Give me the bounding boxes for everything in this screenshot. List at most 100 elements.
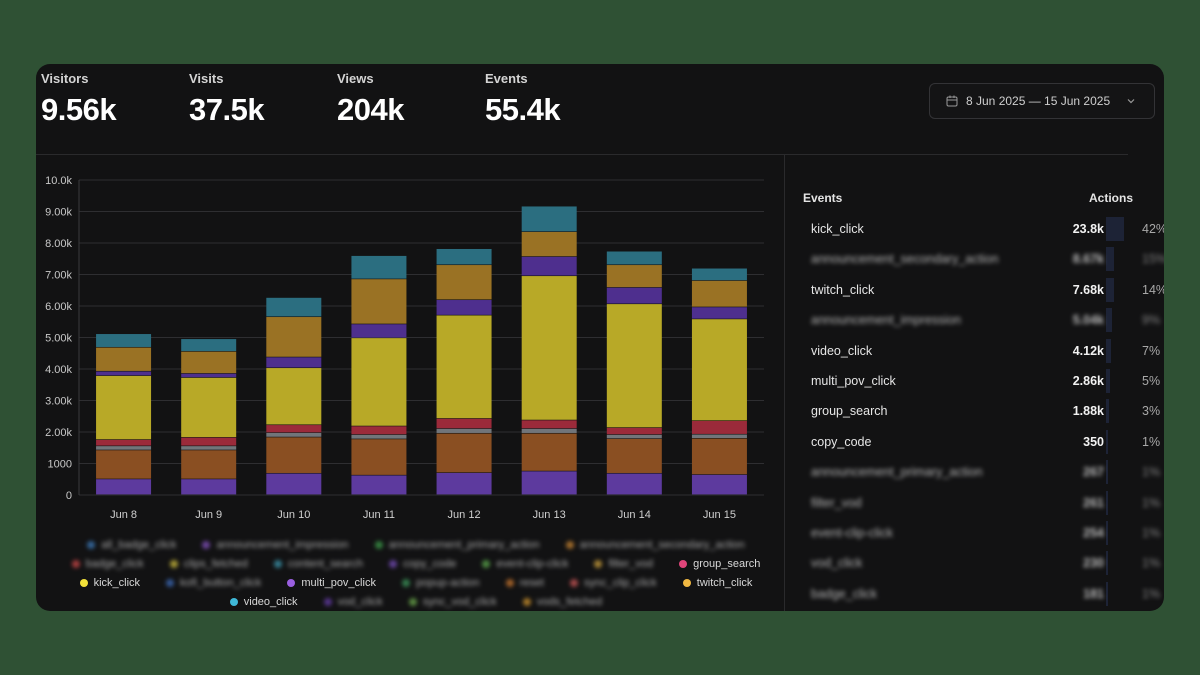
bar-segment-other[interactable] (351, 434, 407, 439)
event-row[interactable]: copy_code 350 1% (802, 427, 1164, 457)
event-row[interactable]: multi_pov_click 2.86k 5% (802, 366, 1164, 396)
bar-segment-reset[interactable] (606, 438, 662, 473)
legend-item[interactable]: filter_vod (588, 555, 659, 572)
bar-segment-kick_click[interactable] (351, 338, 407, 426)
legend-item[interactable]: twitch_click (677, 574, 759, 591)
bar-segment-twitch_click[interactable] (266, 317, 322, 357)
bar-segment-reset[interactable] (351, 439, 407, 475)
bar-segment-vod_click[interactable] (436, 300, 492, 315)
legend-item[interactable]: multi_pov_click (281, 574, 382, 591)
legend-item[interactable]: announcement_secondary_action (560, 536, 751, 553)
event-row[interactable]: twitch_click 7.68k 14% (802, 275, 1164, 305)
event-row[interactable]: video_click 4.12k 7% (802, 336, 1164, 366)
event-row[interactable]: kick_click 23.8k 42% (802, 214, 1164, 244)
bar-segment-other[interactable] (691, 434, 747, 439)
bar-segment-other[interactable] (521, 428, 577, 433)
bar-segment-group_search[interactable] (521, 420, 577, 429)
bar-segment-kick_click[interactable] (181, 377, 237, 438)
stat-visitors[interactable]: Visitors 9.56k (41, 71, 117, 128)
event-row[interactable]: announcement_impression 5.04k 9% (802, 305, 1164, 335)
legend-item[interactable]: badge_click (66, 555, 150, 572)
legend-item[interactable]: vods_fetched (517, 593, 608, 610)
bar-segment-group_search[interactable] (691, 420, 747, 434)
event-row[interactable]: vod_click 230 1% (802, 548, 1164, 578)
bar-segment-other[interactable] (266, 432, 322, 437)
bar-segment-video_click[interactable] (181, 339, 237, 352)
bar-segment-group_search[interactable] (96, 439, 152, 446)
bar-segment-reset[interactable] (266, 437, 322, 473)
bar-segment-video_click[interactable] (436, 248, 492, 265)
bar-segment-other[interactable] (96, 446, 152, 450)
stat-views[interactable]: Views 204k (337, 71, 404, 128)
legend-item[interactable]: copy_code (383, 555, 462, 572)
bar-segment-vod_click[interactable] (351, 324, 407, 338)
bar-segment-reset[interactable] (436, 433, 492, 473)
bar-segment-multi_pov_click[interactable] (266, 473, 322, 495)
bar-segment-vod_click[interactable] (691, 307, 747, 319)
event-row[interactable]: group_search 1.88k 3% (802, 396, 1164, 426)
bar-segment-twitch_click[interactable] (521, 231, 577, 257)
bar-segment-reset[interactable] (691, 438, 747, 475)
bar-segment-multi_pov_click[interactable] (181, 479, 237, 495)
stat-visits[interactable]: Visits 37.5k (189, 71, 265, 128)
bar-segment-kick_click[interactable] (521, 276, 577, 420)
legend-item[interactable]: popup-action (396, 574, 486, 591)
legend-item[interactable]: all_badge_click (81, 536, 182, 553)
bar-segment-multi_pov_click[interactable] (351, 475, 407, 495)
bar-segment-other[interactable] (181, 446, 237, 450)
legend-item[interactable]: event-clip-click (476, 555, 574, 572)
bar-segment-video_click[interactable] (606, 251, 662, 265)
bar-segment-group_search[interactable] (436, 418, 492, 429)
legend-item[interactable]: group_search (673, 555, 766, 572)
bar-segment-vod_click[interactable] (96, 371, 152, 376)
legend-item[interactable]: kofi_button_click (160, 574, 267, 591)
bar-segment-reset[interactable] (181, 450, 237, 479)
bar-segment-multi_pov_click[interactable] (691, 474, 747, 495)
legend-item[interactable]: announcement_impression (196, 536, 354, 553)
bar-segment-video_click[interactable] (521, 206, 577, 232)
bar-segment-multi_pov_click[interactable] (521, 471, 577, 495)
bar-segment-vod_click[interactable] (181, 373, 237, 378)
bar-segment-vod_click[interactable] (606, 287, 662, 304)
event-row[interactable]: announcement_secondary_action 8.67k 15% (802, 244, 1164, 274)
stat-events[interactable]: Events 55.4k (485, 71, 561, 128)
bar-segment-kick_click[interactable] (606, 304, 662, 428)
bar-segment-reset[interactable] (521, 433, 577, 471)
bar-segment-video_click[interactable] (96, 334, 152, 347)
bar-segment-video_click[interactable] (351, 255, 407, 279)
bar-segment-kick_click[interactable] (96, 375, 152, 440)
legend-item[interactable]: clips_fetched (164, 555, 254, 572)
bar-segment-multi_pov_click[interactable] (96, 479, 152, 495)
legend-item[interactable]: vod_click (318, 593, 389, 610)
legend-item[interactable]: content_search (268, 555, 369, 572)
event-row[interactable]: announcement_primary_action 267 1% (802, 457, 1164, 487)
bar-segment-multi_pov_click[interactable] (436, 472, 492, 495)
legend-item[interactable]: kick_click (74, 574, 146, 591)
event-row[interactable]: badge_click 181 1% (802, 579, 1164, 609)
bar-segment-group_search[interactable] (351, 426, 407, 435)
bar-segment-other[interactable] (606, 434, 662, 439)
bar-segment-group_search[interactable] (606, 427, 662, 435)
bar-segment-multi_pov_click[interactable] (606, 473, 662, 495)
bar-segment-twitch_click[interactable] (691, 280, 747, 307)
bar-segment-group_search[interactable] (181, 437, 237, 446)
bar-segment-video_click[interactable] (691, 268, 747, 281)
bar-segment-vod_click[interactable] (521, 256, 577, 276)
legend-item[interactable]: announcement_primary_action (369, 536, 546, 553)
bar-segment-vod_click[interactable] (266, 357, 322, 368)
bar-segment-twitch_click[interactable] (606, 265, 662, 288)
bar-segment-kick_click[interactable] (436, 315, 492, 419)
bar-segment-kick_click[interactable] (691, 319, 747, 421)
date-range-picker[interactable]: 8 Jun 2025 — 15 Jun 2025 (929, 83, 1155, 119)
bar-segment-twitch_click[interactable] (351, 279, 407, 324)
bar-segment-kick_click[interactable] (266, 368, 322, 425)
bar-segment-twitch_click[interactable] (181, 351, 237, 374)
bar-segment-group_search[interactable] (266, 425, 322, 433)
bar-segment-video_click[interactable] (266, 297, 322, 317)
bar-segment-other[interactable] (436, 428, 492, 433)
bar-segment-twitch_click[interactable] (436, 265, 492, 300)
legend-item[interactable]: reset (500, 574, 550, 591)
bar-segment-reset[interactable] (96, 450, 152, 479)
bar-segment-twitch_click[interactable] (96, 347, 152, 371)
legend-item[interactable]: sync_clip_click (564, 574, 663, 591)
